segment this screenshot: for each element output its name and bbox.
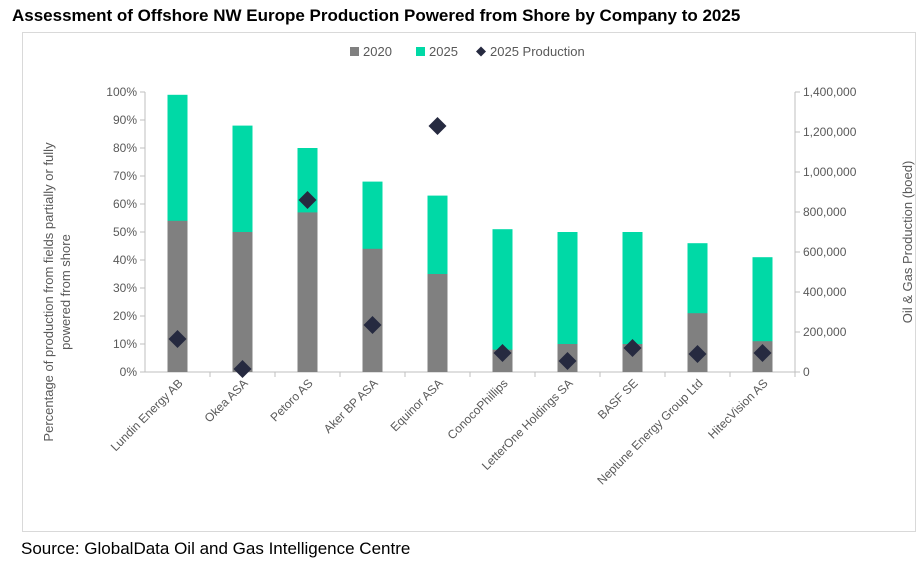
y-tick-label: 70% <box>113 169 137 183</box>
x-tick-label: Petoro AS <box>268 376 316 424</box>
legend-label-2025: 2025 <box>429 44 458 59</box>
chart-title: Assessment of Offshore NW Europe Product… <box>12 6 741 25</box>
legend-swatch-2020 <box>350 47 359 56</box>
y2-tick-label: 1,200,000 <box>803 125 857 139</box>
legend-swatch-2025 <box>416 47 425 56</box>
y-axis-title: Percentage of production from fields par… <box>41 142 73 442</box>
bar-2025 <box>492 229 513 372</box>
production-marker <box>753 344 772 362</box>
production-marker <box>298 191 317 209</box>
x-tick-label: Equinor ASA <box>388 376 446 434</box>
production-marker <box>623 339 642 357</box>
bar-2020 <box>427 274 448 372</box>
y2-tick-label: 800,000 <box>803 205 847 219</box>
y2-tick-label: 1,000,000 <box>803 165 857 179</box>
y2-tick-label: 400,000 <box>803 285 847 299</box>
bar-2020 <box>297 212 318 372</box>
bar-2020 <box>362 248 383 372</box>
production-marker <box>168 330 187 348</box>
bar-2025 <box>557 232 578 372</box>
x-tick-label: Neptune Energy Group Ltd <box>594 376 705 487</box>
production-marker <box>688 345 707 363</box>
x-tick-label: HitecVision AS <box>705 376 770 441</box>
x-tick-label: Lundin Energy AB <box>108 376 186 454</box>
y-tick-label: 50% <box>113 225 137 239</box>
production-marker <box>558 352 577 370</box>
bar-2025 <box>622 232 643 372</box>
bar-2020 <box>232 232 253 372</box>
legend-label-2020: 2020 <box>363 44 392 59</box>
y-tick-label: 40% <box>113 253 137 267</box>
y2-axis-title: Oil & Gas Production (boed) <box>900 161 915 324</box>
y-tick-label: 100% <box>106 85 137 99</box>
y2-tick-label: 1,400,000 <box>803 85 857 99</box>
legend-swatch-production <box>476 46 486 57</box>
y-tick-label: 30% <box>113 281 137 295</box>
legend-label-production: 2025 Production <box>490 44 585 59</box>
y2-tick-label: 0 <box>803 365 810 379</box>
y2-tick-label: 200,000 <box>803 325 847 339</box>
x-tick-label: ConocoPhillips <box>445 376 511 442</box>
production-marker <box>428 117 447 135</box>
x-tick-label: Okea ASA <box>202 376 251 425</box>
y-tick-label: 0% <box>120 365 138 379</box>
x-tick-label: BASF SE <box>595 376 641 422</box>
y2-tick-label: 600,000 <box>803 245 847 259</box>
y-tick-label: 80% <box>113 141 137 155</box>
bar-2020 <box>687 313 708 372</box>
y-tick-label: 60% <box>113 197 137 211</box>
production-marker <box>233 360 252 378</box>
chart-svg: 0% 10% 20% 30% 40% 50% 60% 70% 80% 90% 100% 0 200,00… <box>41 44 915 488</box>
source-note: Source: GlobalData Oil and Gas Intellige… <box>21 539 411 558</box>
chart-area: 0% 10% 20% 30% 40% 50% 60% 70% 80% 90% 100% 0 200,00… <box>22 32 916 532</box>
y-tick-label: 20% <box>113 309 137 323</box>
bar-2020 <box>167 220 188 372</box>
y-tick-label: 10% <box>113 337 137 351</box>
y-tick-label: 90% <box>113 113 137 127</box>
production-marker <box>363 316 382 334</box>
production-marker <box>493 344 512 362</box>
x-tick-label: Aker BP ASA <box>321 376 381 436</box>
